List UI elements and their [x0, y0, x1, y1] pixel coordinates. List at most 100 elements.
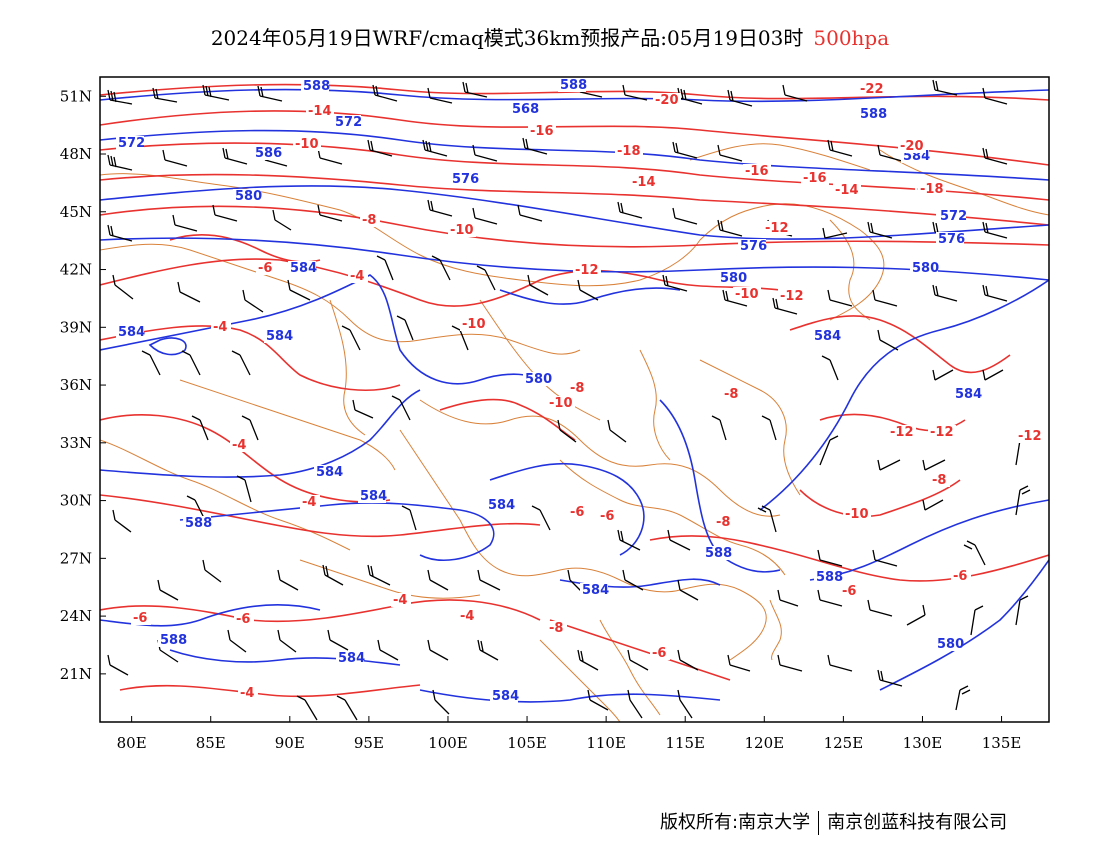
height-contour-label-bg — [264, 329, 292, 343]
temperature-contour-label: -18 — [617, 144, 641, 159]
y-tick-label: 42N — [60, 261, 92, 279]
y-tick-label: 24N — [60, 607, 92, 625]
temperature-contour-label: -4 — [240, 686, 254, 701]
height-contour-label: 588 — [860, 107, 887, 122]
temperature-contour-label: -4 — [393, 593, 407, 608]
height-contour-label-bg — [812, 329, 840, 343]
temperature-contour-label: -8 — [549, 621, 563, 636]
temperature-contour-label-bg — [615, 144, 643, 158]
temperature-contour-label: -4 — [213, 320, 227, 335]
height-contour-label-bg — [718, 271, 746, 285]
temperature-contour-label: -16 — [745, 164, 769, 179]
height-contour-label-bg — [116, 325, 144, 339]
x-tick-label: 85E — [196, 734, 226, 752]
temperature-contour-label-bg — [1016, 429, 1044, 443]
temperature-contour-label: -14 — [308, 104, 332, 119]
temperature-labels: -14-16-10-18-20-22-16-14-18-16-14-20-18-… — [131, 82, 1044, 701]
y-tick-label: 48N — [60, 145, 92, 163]
temperature-contour-label: -8 — [724, 387, 738, 402]
temperature-contour-label-bg — [888, 425, 916, 439]
temperature-contour-label-bg — [898, 139, 926, 153]
temperature-contour-label: -16 — [803, 171, 827, 186]
y-tick-label: 21N — [60, 665, 92, 683]
height-contour-label: 584 — [488, 498, 515, 513]
temperature-contour-label: -8 — [362, 213, 376, 228]
temperature-contour-label: -4 — [460, 609, 474, 624]
height-contour-label: 572 — [118, 136, 145, 151]
temperature-contour-label-bg — [300, 495, 320, 509]
temperature-contour-label-bg — [391, 593, 411, 607]
temperature-contour-label-bg — [573, 263, 601, 277]
temperature-contour-label-bg — [714, 515, 734, 529]
temperature-contour-label-bg — [568, 505, 588, 519]
height-contour-label: 584 — [582, 583, 609, 598]
y-axis: 51N 48N 45N 42N 39N 36N 33N 30N 27N 24N 21N — [60, 87, 106, 683]
height-contour-label-bg — [523, 372, 551, 386]
temperature-contour-label: -10 — [735, 287, 759, 302]
temperature-contour-label-bg — [630, 175, 658, 189]
height-contour-label-bg — [703, 546, 731, 560]
y-tick-label: 39N — [60, 318, 92, 336]
temperature-contour-label-bg — [568, 381, 588, 395]
height-contour-label-bg — [935, 637, 963, 651]
temperature-contour-label-bg — [458, 609, 478, 623]
temperature-contour-label-bg — [547, 621, 567, 635]
temperature-contour-label-bg — [778, 289, 806, 303]
temperature-contour-label: -22 — [860, 82, 884, 97]
temperature-contour-label: -4 — [302, 495, 316, 510]
x-tick-label: 95E — [354, 734, 384, 752]
x-tick-label: 110E — [586, 734, 626, 752]
temperature-contour-label: -20 — [900, 139, 924, 154]
height-contour-label: 584 — [266, 329, 293, 344]
temperature-contour-label: -6 — [652, 646, 666, 661]
height-contour-label-bg — [510, 102, 538, 116]
height-contour-label: 584 — [338, 651, 365, 666]
height-contour-label-bg — [558, 78, 586, 92]
temperature-contour-label-bg — [547, 396, 575, 410]
height-contour-label: 584 — [492, 689, 519, 704]
temperature-contour-label-bg — [801, 171, 829, 185]
temperature-contour-label: -8 — [932, 473, 946, 488]
temperature-contour-label: -14 — [835, 183, 859, 198]
height-contour-label-bg — [301, 79, 329, 93]
height-contour-label-bg — [580, 583, 608, 597]
height-labels: 588 588 572 572 568 576 580 576 588 588 580 572 576 5… — [116, 78, 982, 704]
height-contour-label: 588 — [303, 79, 330, 94]
temperature-contour-label: -14 — [632, 175, 656, 190]
height-contour-label: 588 — [185, 516, 212, 531]
y-tick-label: 27N — [60, 549, 92, 567]
temperature-contour-label-bg — [930, 473, 950, 487]
copyright-credit: 版权所有:南京大学 南京创蓝科技有限公司 — [660, 808, 1007, 835]
x-axis: 80E 85E 90E 95E 100E 105E 110E 115E 120E 125E 130E… — [117, 716, 1021, 752]
temperature-contour-label: -6 — [133, 611, 147, 626]
credit-partner: 南京创蓝科技有限公司 — [827, 812, 1008, 833]
temperature-contour-label-bg — [743, 164, 771, 178]
y-tick-label: 30N — [60, 492, 92, 510]
height-contour-label: 584 — [316, 465, 343, 480]
height-contour-label: 576 — [452, 172, 479, 187]
height-contour-label-bg — [158, 633, 186, 647]
height-contour-label-bg — [358, 489, 386, 503]
temperature-contour-label-bg — [293, 137, 321, 151]
temperature-contour-label-bg — [528, 124, 556, 138]
height-contour-label-bg — [253, 146, 281, 160]
temperature-contour-label-bg — [843, 507, 871, 521]
height-contour-label: 580 — [937, 637, 964, 652]
height-contour-label: 588 — [160, 633, 187, 648]
credit-owner: 版权所有:南京大学 — [660, 812, 811, 833]
credit-separator — [818, 811, 820, 835]
temperature-contour-label: -8 — [716, 515, 730, 530]
height-contour-label: 568 — [512, 102, 539, 117]
height-contour-label: 580 — [912, 261, 939, 276]
temperature-contour-label-bg — [234, 612, 254, 626]
height-contour-label-bg — [336, 651, 364, 665]
height-contour-label-bg — [486, 498, 514, 512]
x-tick-label: 125E — [824, 734, 864, 752]
height-contour-label-bg — [333, 115, 361, 129]
temperature-contour-label-bg — [840, 584, 860, 598]
temperature-contour-label-bg — [722, 387, 742, 401]
height-contour-label-bg — [938, 209, 966, 223]
temperature-contour-label: -20 — [655, 93, 679, 108]
height-contour-label-bg — [116, 136, 144, 150]
x-tick-label: 130E — [903, 734, 943, 752]
